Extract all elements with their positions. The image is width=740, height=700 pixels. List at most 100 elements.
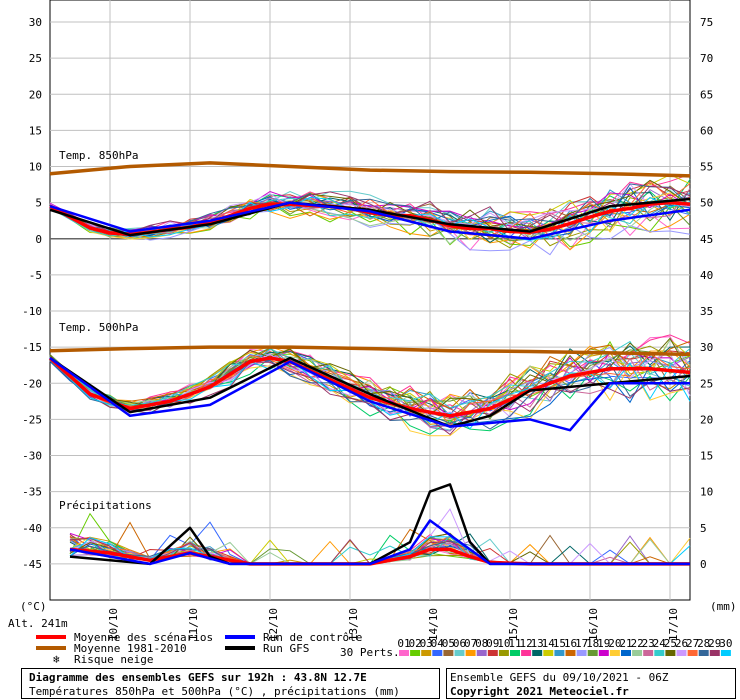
pert-swatch [587,650,598,656]
pert-number: 18 [586,637,599,650]
series-line-t850 [49,197,691,237]
left-tick-label: -5 [29,269,42,282]
right-tick-label: 35 [700,305,713,318]
right-tick-label: 5 [700,522,707,535]
pert-line-t850 [49,205,691,256]
pert-swatch [565,650,576,656]
plot-area [49,0,691,601]
right-tick-label: 10 [700,486,713,499]
pert-swatch [532,650,543,656]
run-info: Ensemble GEFS du 09/10/2021 - 06Z [450,671,669,684]
title-box: Diagramme des ensembles GEFS sur 192h : … [21,668,440,699]
copyright: Copyright 2021 Meteociel.fr [450,685,629,698]
pert-swatch [487,650,498,656]
right-tick-label: 55 [700,161,713,174]
right-tick-label: 60 [700,124,713,137]
pert-number: 01 [397,637,410,650]
series-line-t500 [49,356,690,432]
pert-number: 05 [442,637,455,650]
x-tick-label: 13/10 [347,608,360,641]
pert-number: 27 [686,637,699,650]
snow-icon: ❄ [53,653,60,666]
pert-number: 14 [542,637,556,650]
pert-swatch [454,650,465,656]
series-line-t850 [49,201,691,241]
right-tick-label: 25 [700,377,713,390]
right-tick-label: 40 [700,269,713,282]
legend-label: Moyenne des scénarios [74,631,213,644]
pert-swatch [643,650,654,656]
perts-label: 30 Perts. [340,646,400,659]
left-axis-unit: (°C) [20,600,47,613]
pert-swatch [676,650,687,656]
pert-number: 17 [575,637,588,650]
x-tick-label: 17/10 [667,608,680,641]
pert-swatch [654,650,665,656]
pert-number: 19 [597,637,610,650]
pert-swatch [399,650,409,656]
right-tick-label: 70 [700,52,713,65]
pert-swatch [476,650,487,656]
right-tick-label: 65 [700,88,713,101]
left-tick-label: -35 [22,486,42,499]
chart-subtitle: Températures 850hPa et 500hPa (°C) , pré… [29,685,400,698]
right-tick-label: 75 [700,16,713,29]
right-tick-label: 50 [700,197,713,210]
x-tick-label: 14/10 [427,608,440,641]
left-tick-label: 15 [29,124,42,137]
pert-swatch [443,650,454,656]
pert-swatch [521,650,532,656]
series-line-t850 [49,161,691,178]
x-tick-label: 12/10 [267,608,280,641]
left-tick-label: -25 [22,413,42,426]
pert-swatch [421,650,432,656]
legend-label: Risque neige [74,653,153,666]
pert-number: 03 [420,637,433,650]
series-line-precip [69,519,690,566]
pert-number: 13 [531,637,544,650]
left-tick-label: -20 [22,377,42,390]
pert-number: 29 [708,637,721,650]
altitude-label: Alt. 241m [8,617,68,630]
left-tick-label: 25 [29,52,42,65]
pert-number: 02 [408,637,421,650]
right-tick-label: 45 [700,233,713,246]
pert-number: 22 [630,637,643,650]
pert-line-t500 [49,340,691,410]
pert-number: 28 [697,637,710,650]
right-axis-unit: (mm) [710,600,737,613]
pert-line-t850 [49,196,691,245]
pert-swatch [720,650,731,656]
x-tick-label: 16/10 [587,608,600,641]
pert-swatch [465,650,476,656]
left-tick-label: 5 [35,197,42,210]
pert-swatch [632,650,643,656]
pert-number: 09 [486,637,499,650]
pert-number: 20 [608,637,621,650]
series-line-t500 [49,345,691,357]
pert-swatch [543,650,554,656]
pert-swatch [598,650,609,656]
pert-number: 04 [431,637,445,650]
left-tick-label: 10 [29,161,42,174]
x-tick-label: 10/10 [107,608,120,641]
left-tick-label: -10 [22,305,42,318]
pert-number: 10 [497,637,510,650]
panel-label: Temp. 500hPa [59,321,138,334]
panel-label: Précipitations [59,499,152,512]
legend-label: Run de contrôle [263,631,362,644]
right-tick-label: 15 [700,450,713,463]
pert-number: 25 [664,637,677,650]
pert-number: 15 [553,637,566,650]
pert-number: 16 [564,637,577,650]
pert-number: 26 [675,637,688,650]
pert-line-t850 [49,192,691,241]
left-tick-label: 30 [29,16,42,29]
pert-line-t500 [49,334,691,415]
pert-number: 08 [475,637,488,650]
left-tick-label: 20 [29,88,42,101]
pert-swatch [687,650,698,656]
right-tick-label: 0 [700,558,707,571]
pert-swatch [621,650,631,656]
